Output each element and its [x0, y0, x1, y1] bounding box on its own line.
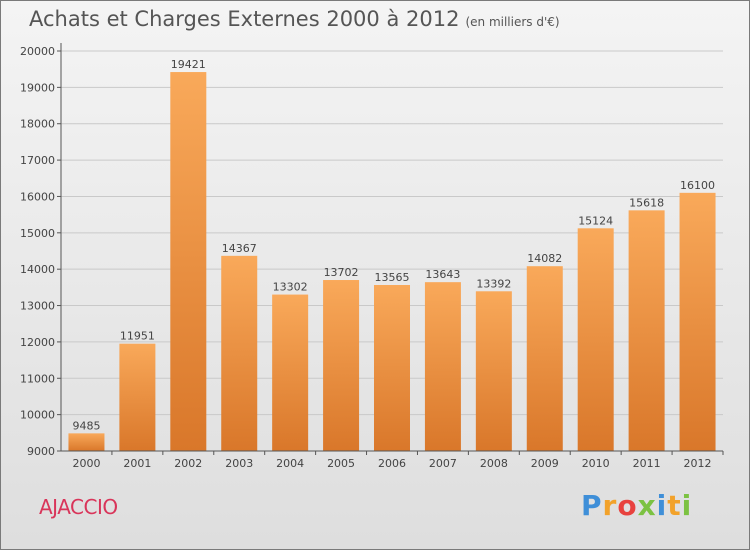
bar-2012 [679, 192, 716, 451]
bar-value-label: 14082 [527, 252, 562, 265]
bar-2008 [475, 291, 512, 451]
proxiti-logo: Proxiti [581, 489, 693, 522]
bar-value-label: 11951 [120, 330, 155, 343]
bar-value-label: 13702 [324, 266, 359, 279]
y-tick-label: 13000 [20, 300, 55, 313]
y-tick-label: 19000 [20, 81, 55, 94]
bar-2007 [424, 282, 461, 451]
bar-2010 [577, 228, 614, 451]
y-tick-label: 10000 [20, 409, 55, 422]
x-tick-label: 2011 [633, 457, 661, 470]
bar-value-label: 15124 [578, 214, 613, 227]
bar-value-label: 13392 [476, 277, 511, 290]
x-tick-label: 2008 [480, 457, 508, 470]
y-tick-label: 12000 [20, 336, 55, 349]
y-tick-label: 14000 [20, 263, 55, 276]
y-tick-label: 20000 [20, 45, 55, 58]
chart-title-text: Achats et Charges Externes 2000 à 2012 [29, 7, 460, 31]
bar-2006 [374, 285, 410, 451]
bar-value-label: 13643 [425, 268, 460, 281]
chart-subtitle: (en milliers d'€) [465, 15, 560, 29]
y-tick-label: 16000 [20, 190, 55, 203]
x-tick-label: 2003 [225, 457, 253, 470]
bar-2001 [119, 343, 156, 451]
x-tick-label: 2005 [327, 457, 355, 470]
x-tick-label: 2009 [531, 457, 559, 470]
bars: 9485 11951 19421 14367 13302 13702 13565 13643 1… [68, 58, 716, 452]
bar-value-label: 14367 [222, 242, 257, 255]
y-tick-label: 17000 [20, 154, 55, 167]
y-tick-label: 18000 [20, 118, 55, 131]
axes: 9000 10000 11000 12000 13000 14000 15000 16000 1… [20, 43, 724, 470]
x-tick-label: 2002 [174, 457, 202, 470]
bar-value-label: 13302 [273, 281, 308, 294]
bar-2003 [221, 255, 258, 451]
bar-value-label: 15618 [629, 196, 664, 209]
bar-value-label: 19421 [171, 58, 206, 71]
bar-2009 [526, 266, 563, 451]
x-tick-label: 2004 [276, 457, 304, 470]
city-label: AJACCIO [39, 495, 118, 519]
bar-2005 [323, 280, 360, 451]
x-tick-label: 2012 [684, 457, 712, 470]
y-tick-label: 15000 [20, 227, 55, 240]
bar-2000 [68, 433, 105, 451]
y-tick-label: 9000 [27, 445, 55, 458]
bar-2004 [272, 294, 309, 451]
bar-value-label: 9485 [72, 419, 100, 432]
y-tick-label: 11000 [20, 372, 55, 385]
x-tick-label: 2000 [72, 457, 100, 470]
bar-value-label: 16100 [680, 179, 715, 192]
bar-value-label: 13565 [375, 271, 410, 284]
x-tick-label: 2007 [429, 457, 457, 470]
x-tick-label: 2006 [378, 457, 406, 470]
bar-2002 [170, 72, 207, 452]
chart-title: Achats et Charges Externes 2000 à 2012 (e… [29, 7, 560, 31]
bar-2011 [628, 210, 665, 451]
x-tick-label: 2010 [582, 457, 610, 470]
x-tick-label: 2001 [123, 457, 151, 470]
